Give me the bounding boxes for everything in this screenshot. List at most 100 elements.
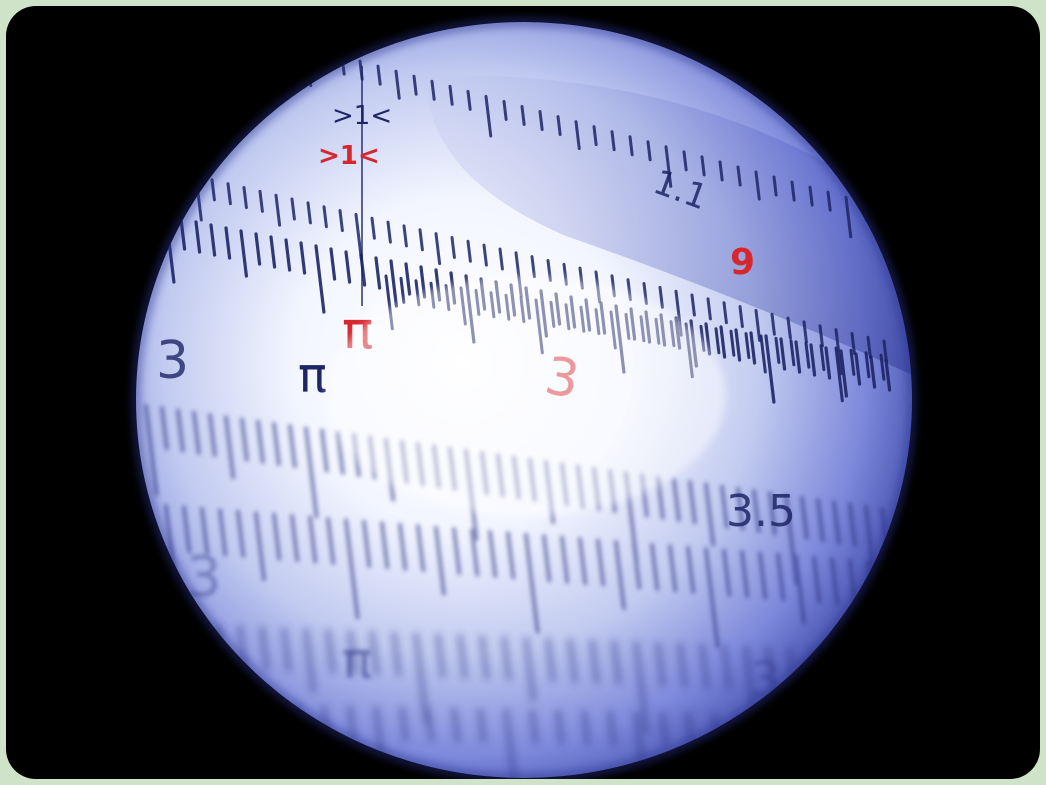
label-top-red: >1< [318, 141, 380, 171]
scale-tick [272, 421, 281, 466]
scale-tick [320, 428, 329, 473]
scale-tick [555, 709, 565, 745]
scale-tick [425, 707, 435, 743]
scale-tick [254, 232, 262, 266]
scale-tick [869, 355, 877, 389]
scale-tick [274, 193, 282, 227]
scale-tick [752, 489, 761, 534]
scale-tick [338, 209, 344, 233]
label-pi-left: π [298, 348, 327, 404]
scale-tick [884, 561, 900, 663]
scale-tick [530, 255, 536, 279]
scale-tick [412, 74, 418, 96]
scale-tick [770, 312, 776, 336]
scale-tick [758, 551, 768, 600]
scale-tick [854, 352, 862, 386]
scale-tick [303, 627, 316, 693]
scale-tick [192, 410, 201, 455]
scale-tick [284, 238, 292, 272]
scale-tick [686, 545, 696, 594]
scale-tick [347, 629, 358, 675]
scale-tick [501, 635, 512, 681]
scale-tick [839, 349, 849, 398]
scale-tick [699, 643, 710, 689]
scale-tick [784, 493, 799, 586]
scale-tick [259, 626, 270, 672]
scale-tick [466, 239, 472, 263]
scale-tick [362, 519, 372, 568]
scale-tick [736, 165, 742, 187]
label-three-point-five: 3.5 [726, 486, 796, 537]
scale-tick [344, 250, 352, 284]
scale-tick [176, 408, 185, 453]
scale-tick [632, 541, 642, 590]
scale-tick [418, 228, 424, 252]
scale-tick [704, 547, 720, 648]
scale-tick [506, 531, 516, 580]
scale-tick [759, 334, 767, 374]
scale-tick [240, 417, 249, 462]
scale-tick [560, 535, 570, 584]
scale-tick [226, 182, 232, 206]
scale-tick [682, 150, 688, 172]
scale-tick [749, 331, 757, 365]
scale-tick [451, 707, 461, 743]
scale-tick [831, 649, 842, 695]
sphere-highlight [326, 276, 726, 516]
scale-tick [721, 644, 732, 690]
scale-tick [369, 630, 380, 676]
scale-tick [864, 351, 871, 379]
scale-tick [376, 64, 382, 86]
scale-tick [882, 339, 888, 363]
scale-tick [668, 544, 678, 593]
scale-tick [804, 341, 811, 369]
scale-tick [830, 557, 840, 606]
scale-tick [574, 120, 581, 151]
scale-tick [844, 195, 853, 239]
scale-tick [210, 178, 216, 202]
scale-tick [729, 329, 736, 357]
scale-tick [849, 348, 856, 376]
scale-tick [326, 516, 336, 565]
scale-tick [450, 235, 456, 259]
scale-tick [435, 633, 446, 679]
scale-tick [520, 104, 526, 126]
scale-tick [592, 125, 598, 147]
scale-tick [794, 554, 806, 625]
scale-tick [380, 521, 390, 570]
scale-tick [819, 344, 826, 372]
scale-tick [720, 484, 729, 529]
scale-tick [633, 711, 644, 762]
sphere-shadow-band [426, 75, 912, 386]
scale-tick [434, 232, 442, 266]
scale-tick [479, 634, 490, 680]
scale-tick [538, 110, 544, 132]
scale-tick [790, 180, 796, 202]
scale-tick [736, 486, 745, 531]
scale-tick [763, 713, 777, 778]
scale-tick [236, 509, 246, 558]
scale-tick [611, 640, 622, 686]
scale-tick [306, 201, 312, 225]
scale-tick [853, 649, 870, 743]
scale-tick [628, 135, 634, 157]
scale-tick [690, 293, 696, 317]
scale-tick [672, 477, 681, 522]
label-pi-bottom: π [342, 632, 372, 690]
scale-tick [607, 710, 617, 746]
scale-tick [239, 229, 248, 278]
scale-tick [738, 305, 744, 329]
scale-tick [754, 170, 761, 201]
scale-tick [344, 518, 360, 620]
scale-tick [664, 145, 673, 188]
scale-tick [898, 210, 904, 232]
scale-tick [144, 404, 159, 496]
scale-tick [299, 241, 307, 275]
scale-tick [224, 415, 236, 480]
scale-tick [413, 632, 430, 726]
scale-tick [802, 320, 808, 344]
scale-tick [808, 185, 814, 207]
scale-tick [389, 259, 398, 308]
scale-tick [800, 495, 809, 540]
